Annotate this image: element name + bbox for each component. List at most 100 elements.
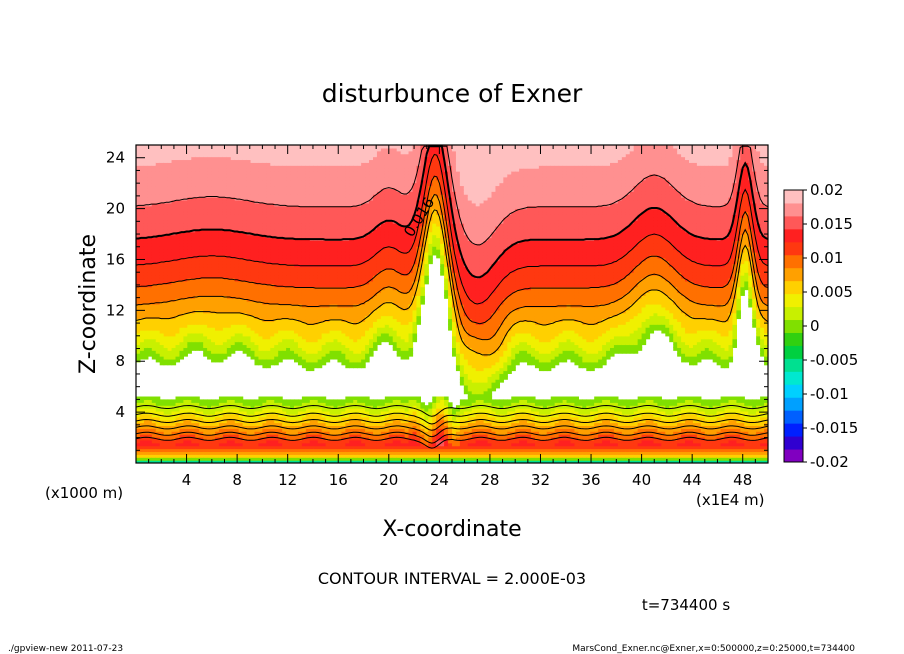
field-cell [159,321,165,325]
field-cell [171,442,177,447]
field-cell [207,405,212,409]
field-cell [195,451,200,455]
field-cell [254,188,260,192]
field-cell [187,344,192,348]
field-cell [163,182,169,187]
field-cell [191,312,196,317]
field-cell [270,159,275,163]
field-cell [159,399,165,403]
field-cell [215,260,220,265]
field-cell [250,263,256,268]
field-cell [226,234,232,239]
field-cell [218,188,224,192]
field-cell [147,344,153,348]
field-cell [211,280,216,285]
field-cell [226,419,232,424]
field-cell [147,266,153,270]
field-cell [151,460,157,463]
field-cell [270,413,275,418]
field-cell [242,454,248,458]
field-cell [222,251,228,256]
field-cell [136,231,141,236]
field-cell [136,228,141,233]
field-cell [226,324,232,328]
field-cell [151,306,157,311]
field-cell [187,431,192,435]
field-cell [171,306,177,311]
field-cell [191,179,196,184]
field-cell [274,182,279,187]
field-cell [246,306,252,311]
field-cell [254,439,260,444]
field-cell [199,454,204,458]
field-cell [258,254,263,259]
field-cell [262,457,267,461]
field-cell [151,214,157,218]
field-cell [139,434,145,438]
field-cell [139,275,145,279]
field-cell [226,249,232,253]
field-cell [294,399,299,403]
field-cell [151,156,157,161]
field-cell [234,249,240,253]
field-cell [191,266,196,270]
field-cell [207,263,212,268]
field-cell [191,153,196,158]
field-cell [167,292,173,296]
field-cell [218,277,224,282]
field-cell [207,199,212,204]
field-cell [254,356,260,360]
field-cell [215,179,220,184]
field-cell [258,416,263,421]
field-cell [254,249,260,253]
field-cell [218,350,224,354]
field-cell [143,289,149,294]
field-cell [187,315,192,320]
field-cell [211,399,216,403]
field-cell [218,243,224,247]
field-cell [242,341,248,346]
field-cell [171,439,177,444]
field-cell [258,191,263,195]
field-cell [234,292,240,296]
field-cell [175,283,181,288]
field-cell [136,289,141,294]
field-cell [171,237,177,241]
field-cell [191,405,196,409]
field-cell [266,208,271,213]
field-cell [254,460,260,463]
field-cell [163,228,169,233]
field-cell [191,416,196,421]
field-cell [143,277,149,282]
field-cell [187,436,192,441]
field-cell [258,231,263,236]
field-cell [163,338,169,343]
field-cell [187,301,192,305]
field-cell [258,451,263,455]
field-cell [234,220,240,224]
field-cell [266,231,271,236]
field-cell [246,145,252,149]
field-cell [215,243,220,247]
field-cell [171,425,177,429]
field-cell [139,332,145,337]
field-cell [155,147,161,152]
field-cell [203,341,208,346]
field-cell [274,312,279,317]
field-cell [258,156,263,161]
field-cell [143,324,149,328]
field-cell [167,208,173,213]
field-cell [270,275,275,279]
field-cell [258,153,263,158]
field-cell [171,214,177,218]
field-cell [215,301,220,305]
field-cell [191,402,196,406]
field-cell [211,335,216,340]
field-cell [151,162,157,166]
field-cell [250,298,256,302]
field-cell [254,330,260,334]
field-cell [218,153,224,158]
field-cell [222,408,228,412]
field-cell [171,298,177,302]
field-cell [167,257,173,262]
